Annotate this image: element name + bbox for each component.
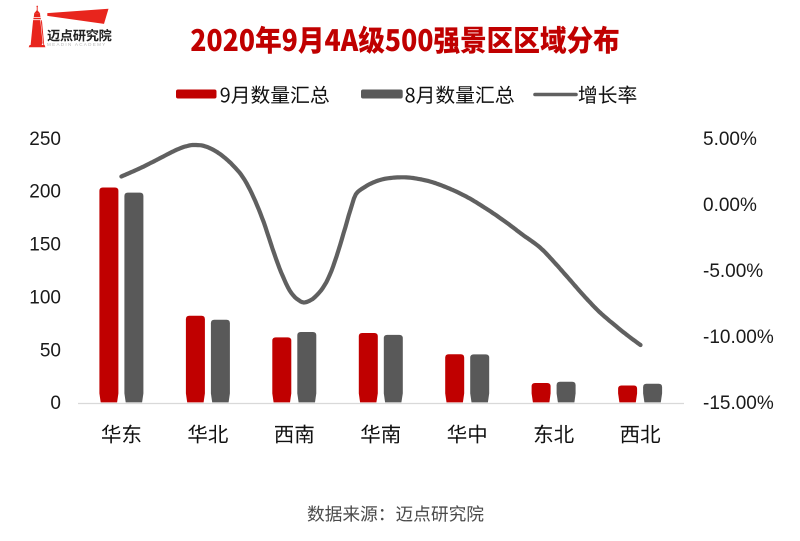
svg-text:200: 200 [29,182,61,203]
svg-text:0.00%: 0.00% [703,195,757,216]
svg-text:-5.00%: -5.00% [703,261,763,282]
svg-text:250: 250 [29,129,61,150]
svg-text:150: 150 [29,235,61,256]
svg-text:-10.00%: -10.00% [703,327,774,348]
svg-text:100: 100 [29,287,61,308]
svg-text:50: 50 [40,340,61,361]
svg-text:-15.00%: -15.00% [703,393,774,414]
svg-text:0: 0 [50,393,61,414]
svg-text:MEADIN ACADEMY: MEADIN ACADEMY [47,42,107,47]
svg-text:5.00%: 5.00% [703,129,757,150]
